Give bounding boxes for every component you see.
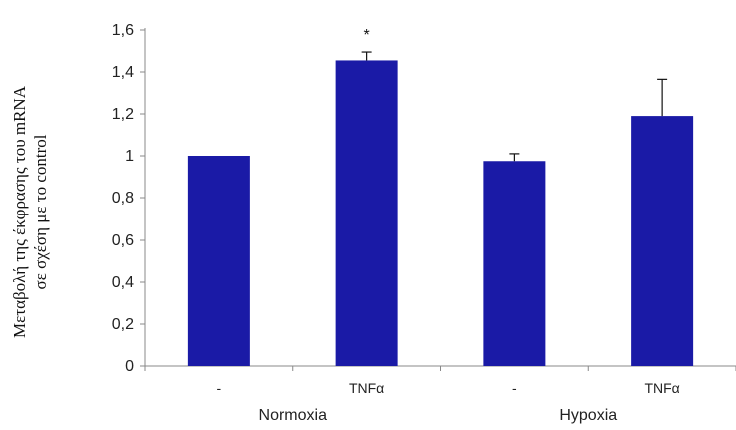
y-axis-label-line-2: σε σχέση με το control — [31, 134, 50, 289]
y-tick-label: 0 — [125, 358, 134, 375]
bar — [335, 60, 398, 366]
y-tick-label: 1,6 — [112, 22, 134, 39]
group-label: Normoxia — [259, 407, 328, 424]
y-tick-labels: 0 0,2 0,4 0,6 0,8 1 1,2 1,4 1,6 — [112, 22, 134, 375]
group-label: Hypoxia — [559, 407, 617, 424]
y-tick-label: 1,2 — [112, 106, 134, 123]
error-bars — [361, 51, 668, 162]
category-label: TNFα — [349, 380, 384, 396]
category-labels: - TNFα - TNFα — [217, 380, 680, 396]
bar — [631, 116, 694, 366]
y-tick-label: 1 — [125, 148, 134, 165]
bar — [483, 161, 546, 366]
category-label: - — [512, 380, 517, 396]
category-label: - — [217, 380, 222, 396]
y-tick-label: 0,4 — [112, 274, 134, 291]
significance-marker: * — [364, 27, 370, 44]
y-tick-label: 1,4 — [112, 64, 134, 81]
y-axis-label-line-1: Μεταβολή της έκφρασης του mRNA — [10, 85, 29, 338]
bar — [187, 156, 250, 366]
y-tick-label: 0,6 — [112, 232, 134, 249]
bars — [187, 60, 694, 366]
y-tick-label: 0,2 — [112, 316, 134, 333]
category-label: TNFα — [644, 380, 679, 396]
group-labels: Normoxia Hypoxia — [259, 407, 618, 424]
y-axis-label: Μεταβολή της έκφρασης του mRNA σε σχέση … — [10, 85, 50, 338]
annotations: * — [364, 27, 370, 44]
y-tick-label: 0,8 — [112, 190, 134, 207]
